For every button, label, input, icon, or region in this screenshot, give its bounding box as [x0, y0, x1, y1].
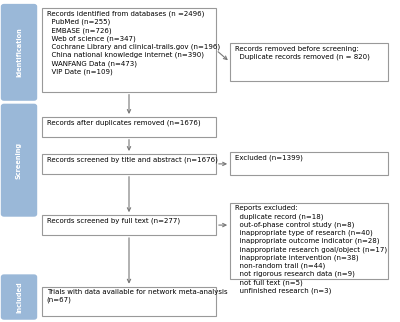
- Text: Records identified from databases (n =2496)
  PubMed (n=255)
  EMBASE (n=726)
  : Records identified from databases (n =24…: [47, 11, 220, 75]
- FancyBboxPatch shape: [42, 154, 216, 174]
- FancyBboxPatch shape: [42, 8, 216, 92]
- Text: Records after duplicates removed (n=1676): Records after duplicates removed (n=1676…: [47, 119, 200, 126]
- FancyBboxPatch shape: [42, 215, 216, 235]
- Text: Records screened by full text (n=277): Records screened by full text (n=277): [47, 218, 180, 224]
- Text: Records screened by title and abstract (n=1676): Records screened by title and abstract (…: [47, 156, 218, 163]
- FancyBboxPatch shape: [42, 287, 216, 316]
- Text: Identification: Identification: [16, 27, 22, 77]
- FancyBboxPatch shape: [42, 117, 216, 137]
- Text: Reports excluded:
  duplicate record (n=18)
  out-of-phase control study (n=8)
 : Reports excluded: duplicate record (n=18…: [235, 205, 387, 294]
- FancyBboxPatch shape: [230, 152, 388, 175]
- FancyBboxPatch shape: [1, 4, 37, 101]
- FancyBboxPatch shape: [1, 274, 37, 320]
- Text: Records removed before screening:
  Duplicate records removed (n = 820): Records removed before screening: Duplic…: [235, 46, 370, 60]
- FancyBboxPatch shape: [230, 203, 388, 279]
- Text: Excluded (n=1399): Excluded (n=1399): [235, 155, 303, 161]
- FancyBboxPatch shape: [1, 104, 37, 217]
- FancyBboxPatch shape: [230, 43, 388, 80]
- Text: Trials with data available for network meta-analysis
(n=67): Trials with data available for network m…: [47, 289, 228, 303]
- Text: Included: Included: [16, 281, 22, 313]
- Text: Screening: Screening: [16, 142, 22, 179]
